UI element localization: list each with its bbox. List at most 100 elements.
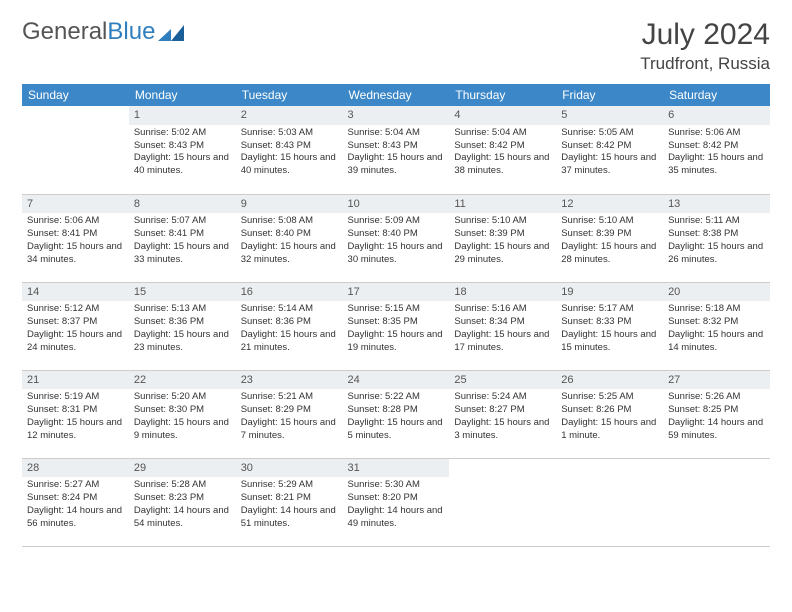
- sunset-text: Sunset: 8:38 PM: [668, 228, 765, 241]
- sunset-text: Sunset: 8:42 PM: [668, 140, 765, 153]
- calendar-day-cell: 9Sunrise: 5:08 AMSunset: 8:40 PMDaylight…: [236, 194, 343, 282]
- day-number: 9: [236, 195, 343, 214]
- day-number: 25: [449, 371, 556, 390]
- daylight-text: Daylight: 15 hours and 24 minutes.: [27, 329, 124, 355]
- daylight-text: Daylight: 15 hours and 40 minutes.: [241, 152, 338, 178]
- day-number: 4: [449, 106, 556, 125]
- sunrise-text: Sunrise: 5:15 AM: [348, 303, 445, 316]
- day-number: 3: [343, 106, 450, 125]
- sunset-text: Sunset: 8:42 PM: [561, 140, 658, 153]
- sunrise-text: Sunrise: 5:17 AM: [561, 303, 658, 316]
- sunset-text: Sunset: 8:33 PM: [561, 316, 658, 329]
- sunrise-text: Sunrise: 5:25 AM: [561, 391, 658, 404]
- daylight-text: Daylight: 15 hours and 38 minutes.: [454, 152, 551, 178]
- calendar-week-row: 14Sunrise: 5:12 AMSunset: 8:37 PMDayligh…: [22, 282, 770, 370]
- day-details: Sunrise: 5:28 AMSunset: 8:23 PMDaylight:…: [129, 477, 236, 534]
- daylight-text: Daylight: 15 hours and 29 minutes.: [454, 241, 551, 267]
- sunrise-text: Sunrise: 5:26 AM: [668, 391, 765, 404]
- sunset-text: Sunset: 8:21 PM: [241, 492, 338, 505]
- logo-text-1: General: [22, 18, 107, 46]
- sunset-text: Sunset: 8:42 PM: [454, 140, 551, 153]
- day-header: Tuesday: [236, 84, 343, 106]
- sunrise-text: Sunrise: 5:07 AM: [134, 215, 231, 228]
- day-details: Sunrise: 5:21 AMSunset: 8:29 PMDaylight:…: [236, 389, 343, 446]
- sunset-text: Sunset: 8:24 PM: [27, 492, 124, 505]
- day-number: 6: [663, 106, 770, 125]
- day-number: 24: [343, 371, 450, 390]
- calendar-week-row: 28Sunrise: 5:27 AMSunset: 8:24 PMDayligh…: [22, 458, 770, 546]
- day-number: 11: [449, 195, 556, 214]
- logo-text-2: Blue: [107, 18, 155, 46]
- calendar-day-cell: 4 Sunrise: 5:04 AMSunset: 8:42 PMDaylight…: [449, 106, 556, 194]
- day-details: Sunrise: 5:27 AMSunset: 8:24 PMDaylight:…: [22, 477, 129, 534]
- calendar-header-row: SundayMondayTuesdayWednesdayThursdayFrid…: [22, 84, 770, 106]
- calendar-day-cell: 21Sunrise: 5:19 AMSunset: 8:31 PMDayligh…: [22, 370, 129, 458]
- sunrise-text: Sunrise: 5:08 AM: [241, 215, 338, 228]
- day-number: 16: [236, 283, 343, 302]
- daylight-text: Daylight: 15 hours and 17 minutes.: [454, 329, 551, 355]
- daylight-text: Daylight: 15 hours and 1 minute.: [561, 417, 658, 443]
- daylight-text: Daylight: 14 hours and 59 minutes.: [668, 417, 765, 443]
- day-header: Sunday: [22, 84, 129, 106]
- sunset-text: Sunset: 8:43 PM: [241, 140, 338, 153]
- sunset-text: Sunset: 8:31 PM: [27, 404, 124, 417]
- sunrise-text: Sunrise: 5:10 AM: [454, 215, 551, 228]
- month-title: July 2024: [640, 18, 770, 52]
- daylight-text: Daylight: 15 hours and 34 minutes.: [27, 241, 124, 267]
- calendar-day-cell: 31Sunrise: 5:30 AMSunset: 8:20 PMDayligh…: [343, 458, 450, 546]
- daylight-text: Daylight: 15 hours and 7 minutes.: [241, 417, 338, 443]
- day-number: 8: [129, 195, 236, 214]
- sunset-text: Sunset: 8:40 PM: [241, 228, 338, 241]
- day-details: Sunrise: 5:16 AMSunset: 8:34 PMDaylight:…: [449, 301, 556, 358]
- day-details: Sunrise: 5:30 AMSunset: 8:20 PMDaylight:…: [343, 477, 450, 534]
- sunset-text: Sunset: 8:34 PM: [454, 316, 551, 329]
- calendar-day-cell: 25Sunrise: 5:24 AMSunset: 8:27 PMDayligh…: [449, 370, 556, 458]
- sunset-text: Sunset: 8:30 PM: [134, 404, 231, 417]
- sunset-text: Sunset: 8:27 PM: [454, 404, 551, 417]
- day-details: Sunrise: 5:20 AMSunset: 8:30 PMDaylight:…: [129, 389, 236, 446]
- sunrise-text: Sunrise: 5:02 AM: [134, 127, 231, 140]
- sunrise-text: Sunrise: 5:04 AM: [348, 127, 445, 140]
- calendar-day-cell: 8Sunrise: 5:07 AMSunset: 8:41 PMDaylight…: [129, 194, 236, 282]
- daylight-text: Daylight: 15 hours and 26 minutes.: [668, 241, 765, 267]
- day-number: 2: [236, 106, 343, 125]
- calendar-day-cell: 10Sunrise: 5:09 AMSunset: 8:40 PMDayligh…: [343, 194, 450, 282]
- sunrise-text: Sunrise: 5:03 AM: [241, 127, 338, 140]
- logo: GeneralBlue: [22, 18, 184, 46]
- calendar-day-cell: 3Sunrise: 5:04 AMSunset: 8:43 PMDaylight…: [343, 106, 450, 194]
- day-number: 31: [343, 459, 450, 478]
- calendar-day-cell: 23Sunrise: 5:21 AMSunset: 8:29 PMDayligh…: [236, 370, 343, 458]
- calendar-day-cell: 12Sunrise: 5:10 AMSunset: 8:39 PMDayligh…: [556, 194, 663, 282]
- day-number: [449, 459, 556, 463]
- sunrise-text: Sunrise: 5:24 AM: [454, 391, 551, 404]
- sunset-text: Sunset: 8:43 PM: [134, 140, 231, 153]
- calendar-day-cell: 19Sunrise: 5:17 AMSunset: 8:33 PMDayligh…: [556, 282, 663, 370]
- sunset-text: Sunset: 8:41 PM: [134, 228, 231, 241]
- sunset-text: Sunset: 8:41 PM: [27, 228, 124, 241]
- day-header: Friday: [556, 84, 663, 106]
- day-header: Monday: [129, 84, 236, 106]
- sunset-text: Sunset: 8:35 PM: [348, 316, 445, 329]
- day-number: 22: [129, 371, 236, 390]
- day-number: 1: [129, 106, 236, 125]
- sunrise-text: Sunrise: 5:05 AM: [561, 127, 658, 140]
- calendar-day-cell: 7Sunrise: 5:06 AMSunset: 8:41 PMDaylight…: [22, 194, 129, 282]
- location-label: Trudfront, Russia: [640, 54, 770, 74]
- sunrise-text: Sunrise: 5:04 AM: [454, 127, 551, 140]
- sunrise-text: Sunrise: 5:20 AM: [134, 391, 231, 404]
- sunrise-text: Sunrise: 5:16 AM: [454, 303, 551, 316]
- daylight-text: Daylight: 14 hours and 54 minutes.: [134, 505, 231, 531]
- calendar-week-row: 1Sunrise: 5:02 AMSunset: 8:43 PMDaylight…: [22, 106, 770, 194]
- sunrise-text: Sunrise: 5:27 AM: [27, 479, 124, 492]
- day-details: Sunrise: 5:06 AMSunset: 8:41 PMDaylight:…: [22, 213, 129, 270]
- calendar-day-cell: 11Sunrise: 5:10 AMSunset: 8:39 PMDayligh…: [449, 194, 556, 282]
- calendar-day-cell: 1Sunrise: 5:02 AMSunset: 8:43 PMDaylight…: [129, 106, 236, 194]
- daylight-text: Daylight: 15 hours and 33 minutes.: [134, 241, 231, 267]
- page-header: GeneralBlue July 2024 Trudfront, Russia: [22, 18, 770, 74]
- calendar-day-cell: 2 Sunrise: 5:03 AMSunset: 8:43 PMDaylight…: [236, 106, 343, 194]
- daylight-text: Daylight: 15 hours and 30 minutes.: [348, 241, 445, 267]
- calendar-day-cell: 17Sunrise: 5:15 AMSunset: 8:35 PMDayligh…: [343, 282, 450, 370]
- daylight-text: Daylight: 15 hours and 3 minutes.: [454, 417, 551, 443]
- day-details: Sunrise: 5:14 AMSunset: 8:36 PMDaylight:…: [236, 301, 343, 358]
- day-details: Sunrise: 5:18 AMSunset: 8:32 PMDaylight:…: [663, 301, 770, 358]
